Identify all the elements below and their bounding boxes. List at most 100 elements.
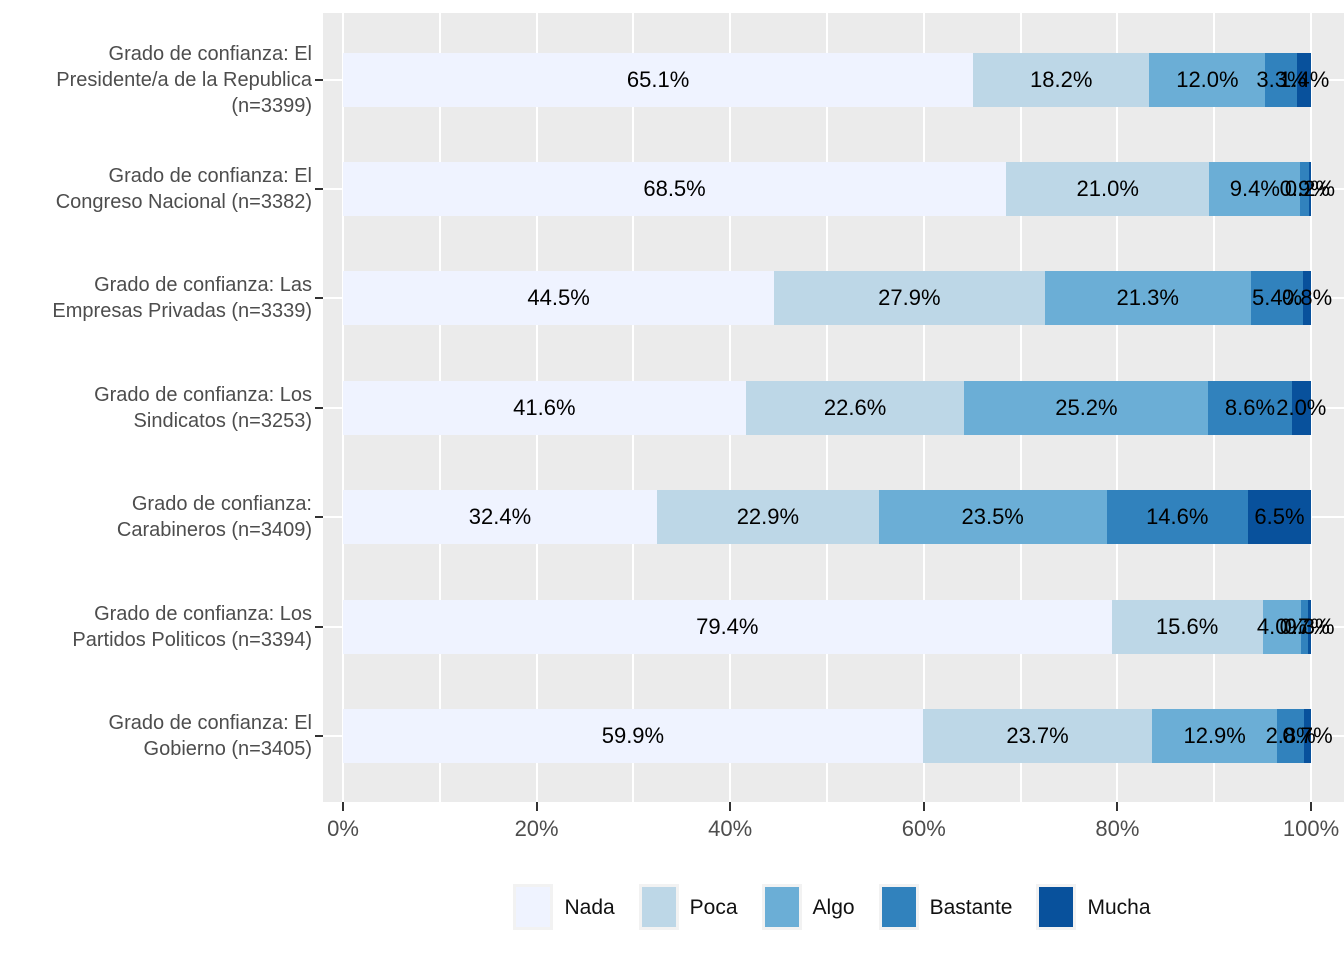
bar-segment-nada: 41.6%: [343, 380, 746, 435]
bar-segment-algo: 12.0%: [1149, 52, 1266, 107]
segment-value-label: 44.5%: [527, 285, 590, 311]
bar-segment-bastante: 0.7%: [1280, 599, 1330, 654]
x-tick-label: 60%: [901, 816, 946, 841]
legend-swatch-nada: [516, 887, 551, 927]
x-tick-mark: [342, 802, 344, 811]
segment-value-label: 2.0%: [1276, 394, 1327, 420]
legend: Nada Poca Algo Bastante Mucha: [323, 882, 1344, 932]
legend-label: Mucha: [1087, 895, 1151, 919]
segment-value-label: 0.7%: [1282, 722, 1333, 748]
segment-value-label: 12.0%: [1176, 66, 1239, 92]
legend-item-algo: Algo: [764, 887, 855, 927]
y-tick-mark: [315, 625, 323, 628]
y-tick-mark: [315, 297, 323, 300]
bar-segment-poca: 27.9%: [774, 271, 1045, 326]
segment-value-label: 2.8%: [1265, 722, 1316, 748]
bar-segment-bastante: 5.4%: [1250, 271, 1304, 326]
y-axis-label: Grado de confianza: Las Empresas Privada…: [52, 274, 312, 323]
segment-value-label: 41.6%: [513, 394, 576, 420]
segment-value-label: 25.2%: [1055, 394, 1118, 420]
segment-value-label: 12.9%: [1183, 722, 1246, 748]
bar-segment-algo: 4.0%: [1257, 599, 1307, 654]
y-tick-mark: [315, 78, 323, 81]
bar-segment-poca: 18.2%: [973, 52, 1150, 107]
x-tick-mark: [1116, 802, 1119, 811]
segment-value-label: 23.5%: [961, 504, 1024, 530]
bar-segment-nada: 32.4%: [343, 490, 657, 545]
x-tick-label: 20%: [514, 816, 559, 841]
segment-value-label: 59.9%: [601, 722, 665, 748]
bar-row: 44.5% 27.9% 21.3% 5.4% 0.8%: [343, 271, 1332, 326]
x-tick-mark: [922, 802, 925, 811]
bar-segment-poca: 22.6%: [745, 380, 965, 435]
bar-row: 65.1% 18.2% 12.0% 3.3% 1.4%: [343, 52, 1329, 107]
x-tick-label: 80%: [1095, 816, 1140, 841]
bar-segment-poca: 22.9%: [656, 490, 879, 545]
segment-value-label: 22.9%: [736, 504, 800, 530]
legend-swatch-mucha: [1039, 887, 1074, 927]
legend-label: Algo: [812, 895, 855, 919]
segment-value-label: 21.3%: [1116, 285, 1179, 311]
y-axis-label: Grado de confianza: Los Partidos Politic…: [72, 602, 312, 651]
legend-item-mucha: Mucha: [1039, 887, 1151, 927]
bar-row: 41.6% 22.6% 25.2% 8.6% 2.0%: [343, 380, 1326, 435]
bar-segment-bastante: 3.3%: [1256, 52, 1307, 107]
bar-segment-mucha: 0.7%: [1283, 708, 1333, 763]
bar-segment-nada: 44.5%: [343, 271, 775, 326]
bar-segment-bastante: 2.8%: [1266, 708, 1316, 763]
bar-row: 68.5% 21.0% 9.4% 0.9% 0.2%: [343, 161, 1335, 216]
segment-value-label: 6.5%: [1254, 504, 1305, 530]
segment-value-label: 0.7%: [1279, 613, 1330, 639]
segment-value-label: 0.9%: [1279, 175, 1330, 201]
segment-value-label: 15.6%: [1155, 613, 1219, 639]
bar-segment-algo: 21.3%: [1044, 271, 1251, 326]
legend-item-nada: Nada: [516, 887, 615, 927]
segment-value-label: 65.1%: [626, 66, 690, 92]
bar-segment-algo: 23.5%: [878, 490, 1107, 545]
bar-segment-mucha: 0.2%: [1285, 161, 1335, 216]
segment-value-label: 8.6%: [1224, 394, 1276, 420]
y-axis-label: Grado de confianza: El Congreso Nacional…: [55, 164, 312, 213]
segment-value-label: 32.4%: [468, 504, 532, 530]
legend-label: Nada: [564, 895, 615, 919]
segment-value-label: 0.3%: [1284, 613, 1335, 639]
y-axis-label: Grado de confianza: Carabineros (n=3409): [116, 493, 312, 542]
bar-row: 32.4% 22.9% 23.5% 14.6% 6.5%: [343, 490, 1311, 545]
legend-swatch-bastante: [881, 887, 916, 927]
y-tick-mark: [315, 734, 323, 737]
y-tick-mark: [315, 516, 323, 519]
segment-value-label: 0.8%: [1282, 285, 1333, 311]
x-tick-label: 0%: [327, 816, 359, 841]
bar-segment-mucha: 6.5%: [1248, 490, 1311, 545]
x-tick-mark: [1310, 802, 1312, 811]
x-tick-label: 40%: [708, 816, 753, 841]
bar-segment-mucha: 0.8%: [1282, 271, 1332, 326]
bar-segment-poca: 21.0%: [1006, 161, 1210, 216]
segment-value-label: 68.5%: [643, 175, 706, 201]
bar-segment-mucha: 0.3%: [1284, 599, 1335, 654]
segment-value-label: 4.0%: [1256, 613, 1308, 639]
bar-segment-poca: 15.6%: [1111, 599, 1263, 654]
segment-value-label: 9.4%: [1229, 175, 1280, 201]
bar-segment-bastante: 14.6%: [1106, 490, 1248, 545]
segment-value-label: 1.4%: [1279, 66, 1330, 92]
segment-value-label: 27.9%: [878, 285, 941, 311]
segment-value-label: 22.6%: [823, 394, 887, 420]
bar-segment-mucha: 2.0%: [1276, 380, 1326, 435]
bar-segment-nada: 68.5%: [343, 161, 1007, 216]
bar-segment-bastante: 0.9%: [1280, 161, 1330, 216]
legend-label: Bastante: [929, 895, 1013, 919]
bar-segment-nada: 59.9%: [343, 708, 923, 763]
y-tick-mark: [315, 406, 323, 409]
segment-value-label: 14.6%: [1146, 504, 1209, 530]
bar-segment-algo: 25.2%: [964, 380, 1209, 435]
y-axis-label: Grado de confianza: Los Sindicatos (n=32…: [94, 383, 312, 432]
bar-segment-mucha: 1.4%: [1279, 52, 1329, 107]
bar-segment-algo: 12.9%: [1152, 708, 1278, 763]
bar-segment-algo: 9.4%: [1209, 161, 1301, 216]
segment-value-label: 3.3%: [1256, 66, 1307, 92]
segment-value-label: 0.2%: [1284, 175, 1336, 201]
bar-segment-bastante: 8.6%: [1208, 380, 1292, 435]
legend-item-poca: Poca: [641, 887, 738, 927]
